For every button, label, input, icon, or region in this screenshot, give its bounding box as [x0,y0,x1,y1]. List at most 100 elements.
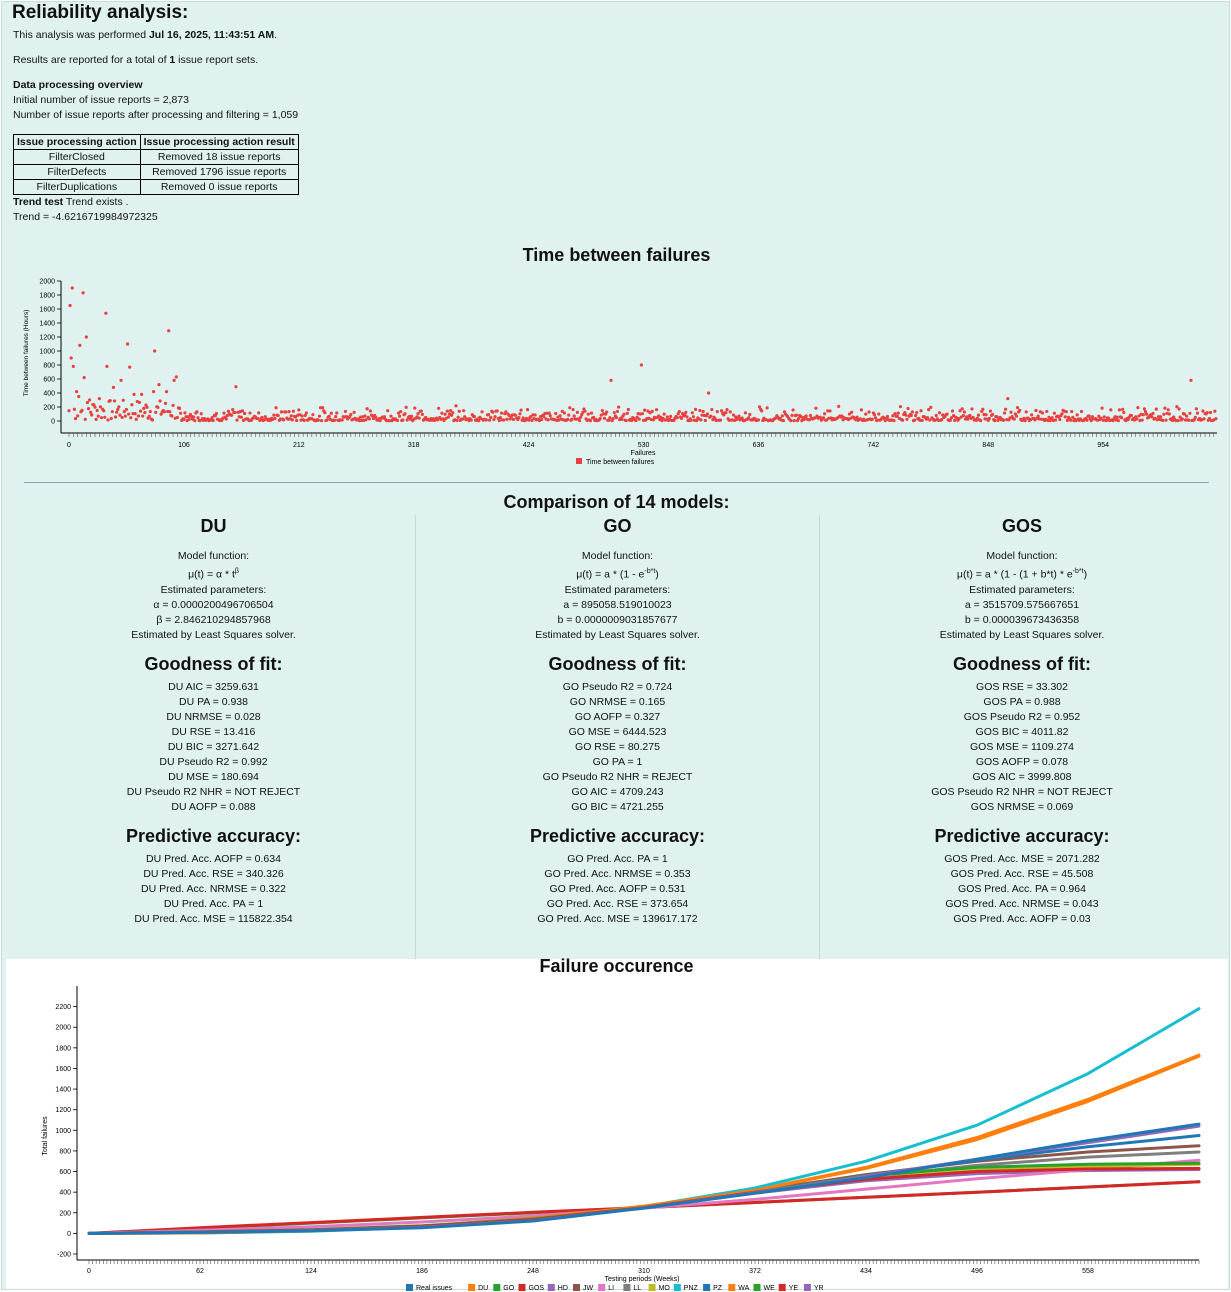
data-point [118,413,122,417]
pa-heading: Predictive accuracy: [125,825,302,846]
data-point [448,408,453,413]
data-point [89,410,93,414]
y-tick-label: 1200 [39,335,55,342]
data-point [677,410,681,414]
data-point [140,392,144,396]
data-point [1177,407,1181,411]
data-point [1102,415,1106,419]
data-point [646,409,650,413]
data-point [129,416,133,420]
results-suffix: issue report sets. [175,54,259,66]
metric-row: GOS BIC = 4011.82 [975,725,1069,738]
x-tick-label: 496 [971,1268,983,1275]
metric-row: GO Pred. Acc. NRMSE = 0.353 [544,867,691,880]
data-point [230,413,234,417]
data-point [731,413,736,417]
data-point [542,414,546,419]
data-point [127,412,131,416]
data-point [533,413,537,417]
data-point [413,406,417,410]
y-tick-label: 1600 [39,307,55,314]
data-point [592,415,596,419]
y-tick-label: 2000 [55,1025,71,1032]
data-point [76,414,80,418]
data-point [984,413,988,417]
data-point [1036,414,1040,418]
data-point [472,414,477,419]
y-tick-label: 1600 [55,1066,71,1073]
param-value: β = 2.846210294857968 [156,613,271,626]
data-point [404,405,408,409]
data-point [81,291,85,295]
data-point [187,417,191,421]
data-point [343,409,348,414]
data-point [451,411,455,415]
data-point [150,418,155,422]
data-point [1202,417,1206,421]
data-point [1185,414,1189,418]
data-point [1150,415,1154,419]
data-point [1201,409,1205,413]
data-point [548,414,552,418]
series-line [87,1124,1201,1235]
data-point [349,412,353,417]
gof-heading: Goodness of fit: [144,653,283,674]
data-point [525,407,530,412]
data-point [469,418,473,422]
data-point [1205,410,1209,415]
data-point [199,412,203,416]
data-point [119,378,123,382]
data-point [1188,411,1192,415]
data-point [1100,406,1104,410]
data-point [1117,408,1122,412]
data-point [635,415,639,419]
data-point [910,410,914,414]
function-tail: ) [1083,568,1088,581]
data-point [98,405,103,409]
data-point [395,418,400,422]
x-tick-label: 742 [868,442,880,449]
x-tick-label: 434 [860,1268,872,1275]
data-point [440,411,444,415]
data-point [1071,415,1075,419]
metric-row: DU Pred. Acc. PA = 1 [163,897,264,910]
data-point [588,419,593,423]
metric-row: GOS AOFP = 0.078 [975,755,1069,768]
data-point [624,418,628,423]
function-tail: ) [655,568,659,581]
data-point [598,416,602,421]
data-point [825,418,829,422]
x-tick-label: 62 [196,1268,204,1275]
data-point [748,412,752,417]
data-point [521,416,525,420]
data-point [186,415,190,419]
data-point [193,418,197,423]
gof-list: GO Pseudo R2 = 0.724 GO NRMSE = 0.165 GO A… [416,680,819,815]
data-point [915,410,919,415]
model-function-label: Model function: [986,550,1058,562]
data-point [1002,411,1007,415]
data-point [976,413,981,417]
data-point [1040,411,1045,415]
data-point [148,409,152,414]
data-point [196,416,200,420]
legend-label: LI [608,1285,614,1292]
data-point [870,417,874,421]
legend-swatch [406,1284,413,1291]
data-point [904,413,908,417]
data-point [1163,406,1167,410]
data-point [530,418,534,423]
metric-row: GOS PA = 0.988 [983,695,1061,708]
x-tick-label: 954 [1097,442,1109,449]
data-point [111,385,116,389]
data-point [691,415,696,419]
data-point [577,418,582,423]
data-point [1144,412,1149,416]
data-point [382,415,387,419]
data-point [728,410,732,414]
data-point [615,409,620,414]
legend-swatch [547,1284,555,1291]
metric-row: DU Pseudo R2 = 0.992 [159,755,268,768]
data-point [895,414,899,418]
data-point [1065,418,1070,422]
